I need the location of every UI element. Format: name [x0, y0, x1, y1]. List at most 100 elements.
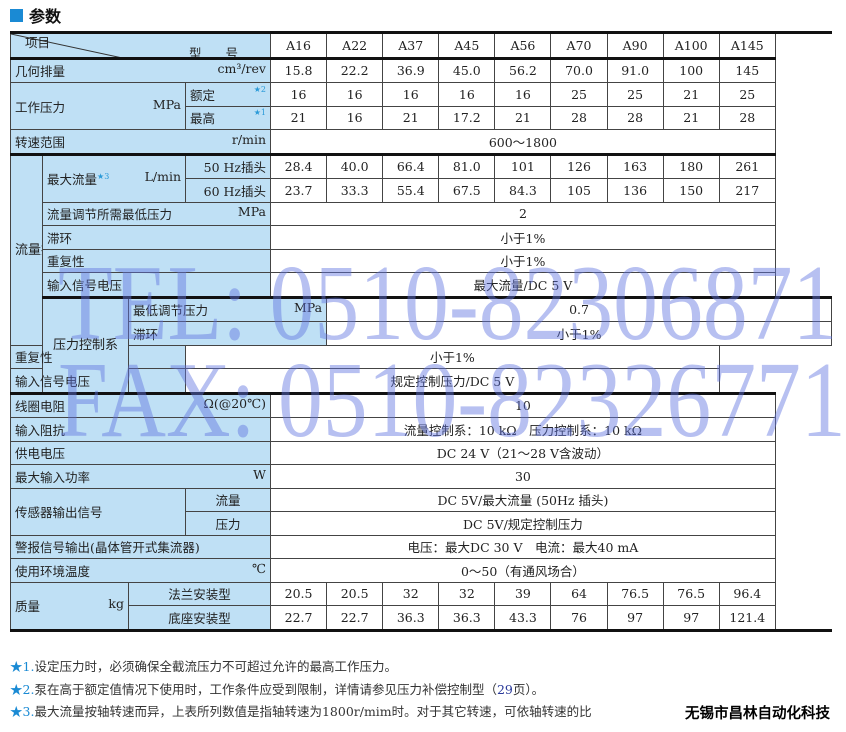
value-cell: 电压：最大DC 30 V 电流：最大40 mA — [270, 534, 776, 559]
row-label: 输入阻抗 — [10, 417, 271, 442]
footnote-text: 泵在高于额定值情况下使用时，工作条件应受到限制，详情请参见压力补偿控制型（ — [34, 681, 497, 697]
row-flow-hysteresis: 滞环 小于1% — [11, 225, 832, 250]
unit-text: W — [253, 466, 266, 482]
value-cell: 22.7 — [326, 605, 384, 631]
value-cell: 21 — [662, 82, 720, 107]
row-label: 重复性 — [10, 344, 186, 369]
star-icon: ★3 — [97, 171, 110, 181]
value-cell: 81.0 — [438, 152, 496, 179]
row-supply: 供电电压 DC 24 V（21～28 V含波动） — [10, 440, 832, 465]
label-text: 警报信号输出(晶体管开式集流器) — [15, 540, 200, 556]
label-text: 几何排量 — [15, 64, 66, 80]
footnote-text: 最大流量按轴转速而异，上表所列数值是指轴转速为1800r/mim时。对于其它转速… — [34, 704, 592, 719]
label-text: 最高 — [190, 111, 216, 127]
row-label: 重复性 — [42, 248, 271, 273]
value-cell: DC 5V/规定控制压力 — [270, 511, 776, 536]
row-impedance: 输入阻抗 流量控制系：10 kΩ 压力控制系：10 kΩ — [10, 417, 832, 442]
value-cell: 21 — [662, 105, 720, 130]
row-flow-input_voltage: 输入信号电压 最大流量/DC 5 V — [11, 272, 832, 298]
label-text: 最大输入功率 — [15, 469, 91, 485]
square-bullet-icon — [10, 8, 23, 22]
value-cell: 小于1% — [326, 321, 832, 346]
company-name-overlay: 无锡市昌林自动化科技 — [683, 702, 830, 723]
header-corner-cell: 型 号 项目 — [10, 32, 271, 59]
unit-text: Ω(@20℃) — [203, 396, 266, 412]
value-cell: 2 — [270, 201, 776, 226]
sensor-flow-label: 流量 — [185, 487, 271, 512]
value-cell: 小于1% — [270, 225, 776, 250]
row-label: 最低调节压力 MPa — [127, 295, 328, 322]
footnote-text: 设定压力时，必须确保全截流压力不可超过允许的最高工作压力。 — [34, 659, 397, 674]
label-text: 流量调节所需最低压力 — [47, 207, 173, 223]
row-pressure-repeatability: 重复性 小于1% — [10, 344, 832, 369]
row-label: 最大流量★3 L/min — [42, 152, 186, 203]
value-cell: 56.2 — [494, 56, 552, 83]
spec-table: 型 号 项目 A16 A22 A37 A45 A56 A70 A90 A100 … — [10, 31, 832, 632]
row-label: 输入信号电压 — [10, 368, 186, 394]
section-title-text: 参数 — [29, 7, 62, 26]
value-cell: 规定控制压力/DC 5 V — [185, 368, 720, 394]
value-cell: 30 — [270, 464, 776, 489]
value-cell: 70.0 — [550, 56, 608, 83]
label-text: 滞环 — [47, 230, 73, 246]
value-cell: 28 — [718, 105, 776, 130]
label-text: 输入信号电压 — [47, 277, 123, 293]
label-text: 使用环境温度 — [15, 563, 91, 579]
value-cell: 流量控制系：10 kΩ 压力控制系：10 kΩ — [270, 417, 776, 442]
footnote-number: 1. — [22, 659, 35, 674]
footnote-number: 2. — [22, 681, 35, 697]
row-label: 质量 kg — [10, 581, 129, 631]
row-label: 线圈电阻 Ω(@20℃) — [10, 391, 271, 418]
row-label: 工作压力 MPa — [10, 82, 186, 130]
row-label: 流量调节所需最低压力 MPa — [42, 201, 271, 226]
label-text: 输入信号电压 — [15, 373, 91, 389]
value-cell: 36.3 — [382, 605, 440, 631]
value-cell: 28 — [606, 105, 664, 130]
value-cell: 97 — [662, 605, 720, 631]
row-alarm: 警报信号输出(晶体管开式集流器) 电压：最大DC 30 V 电流：最大40 mA — [10, 534, 832, 559]
row-pressure-max: 最高 ★1 21 16 21 17.2 21 28 28 21 28 — [11, 105, 832, 130]
value-cell: 66.4 — [382, 152, 440, 179]
footnote-tail: 页）。 — [512, 681, 545, 697]
value-cell: 32 — [438, 581, 496, 606]
value-cell: 101 — [494, 152, 552, 179]
row-power: 最大输入功率 W 30 — [10, 464, 832, 489]
row-sensor-flow: 传感器输出信号 流量 DC 5V/最大流量 (50Hz 插头) — [10, 487, 832, 536]
value-cell: 25 — [718, 82, 776, 107]
row-label: 最大输入功率 W — [10, 464, 271, 489]
row-flow-60hz: 60 Hz插头 23.7 33.3 55.4 67.5 84.3 105 136 150 217 — [11, 178, 832, 203]
row-label: 滞环 — [127, 321, 328, 346]
label-text: 线圈电阻 — [15, 399, 66, 415]
model-header-label: 型 号 — [189, 46, 248, 58]
row-speed: 转速范围 r/min 600～1800 — [10, 129, 832, 155]
value-cell: 22.7 — [269, 605, 328, 631]
value-cell: 126 — [550, 152, 608, 179]
value-cell: 25 — [550, 82, 608, 107]
sensor-pressure-label: 压力 — [185, 511, 271, 536]
value-cell: 145 — [718, 56, 776, 83]
value-cell: 91.0 — [606, 56, 664, 83]
value-cell: 121.4 — [718, 605, 776, 631]
value-cell: 64 — [550, 581, 608, 606]
item-header-label: 项目 — [25, 34, 51, 50]
label-text: 转速范围 — [15, 134, 66, 150]
rated-label: 额定 ★2 — [185, 82, 271, 107]
flange-label: 法兰安装型 — [128, 581, 271, 606]
value-cell: 97 — [606, 605, 664, 631]
model-header: A22 — [326, 32, 384, 59]
value-cell: 小于1% — [185, 344, 720, 369]
row-pressure-min: 压力控制系 最低调节压力 MPa 0.7 — [11, 295, 832, 394]
value-cell: 最大流量/DC 5 V — [270, 272, 776, 298]
model-header: A56 — [494, 32, 552, 59]
value-cell: 0.7 — [326, 295, 832, 322]
value-cell: 22.2 — [326, 56, 384, 83]
label-text: 传感器输出信号 — [15, 505, 103, 520]
row-pressure-rated: 工作压力 MPa 额定 ★2 16 16 16 16 16 25 25 21 25 — [10, 82, 832, 130]
label-text: 滞环 — [133, 326, 159, 342]
star-icon: ★ — [10, 659, 23, 674]
value-cell: 36.9 — [382, 56, 440, 83]
value-cell: 55.4 — [382, 178, 440, 203]
footnotes: ★1.设定压力时，必须确保全截流压力不可超过允许的最高工作压力。 ★2.泵在高于… — [10, 657, 592, 725]
label-text: 重复性 — [47, 254, 85, 270]
